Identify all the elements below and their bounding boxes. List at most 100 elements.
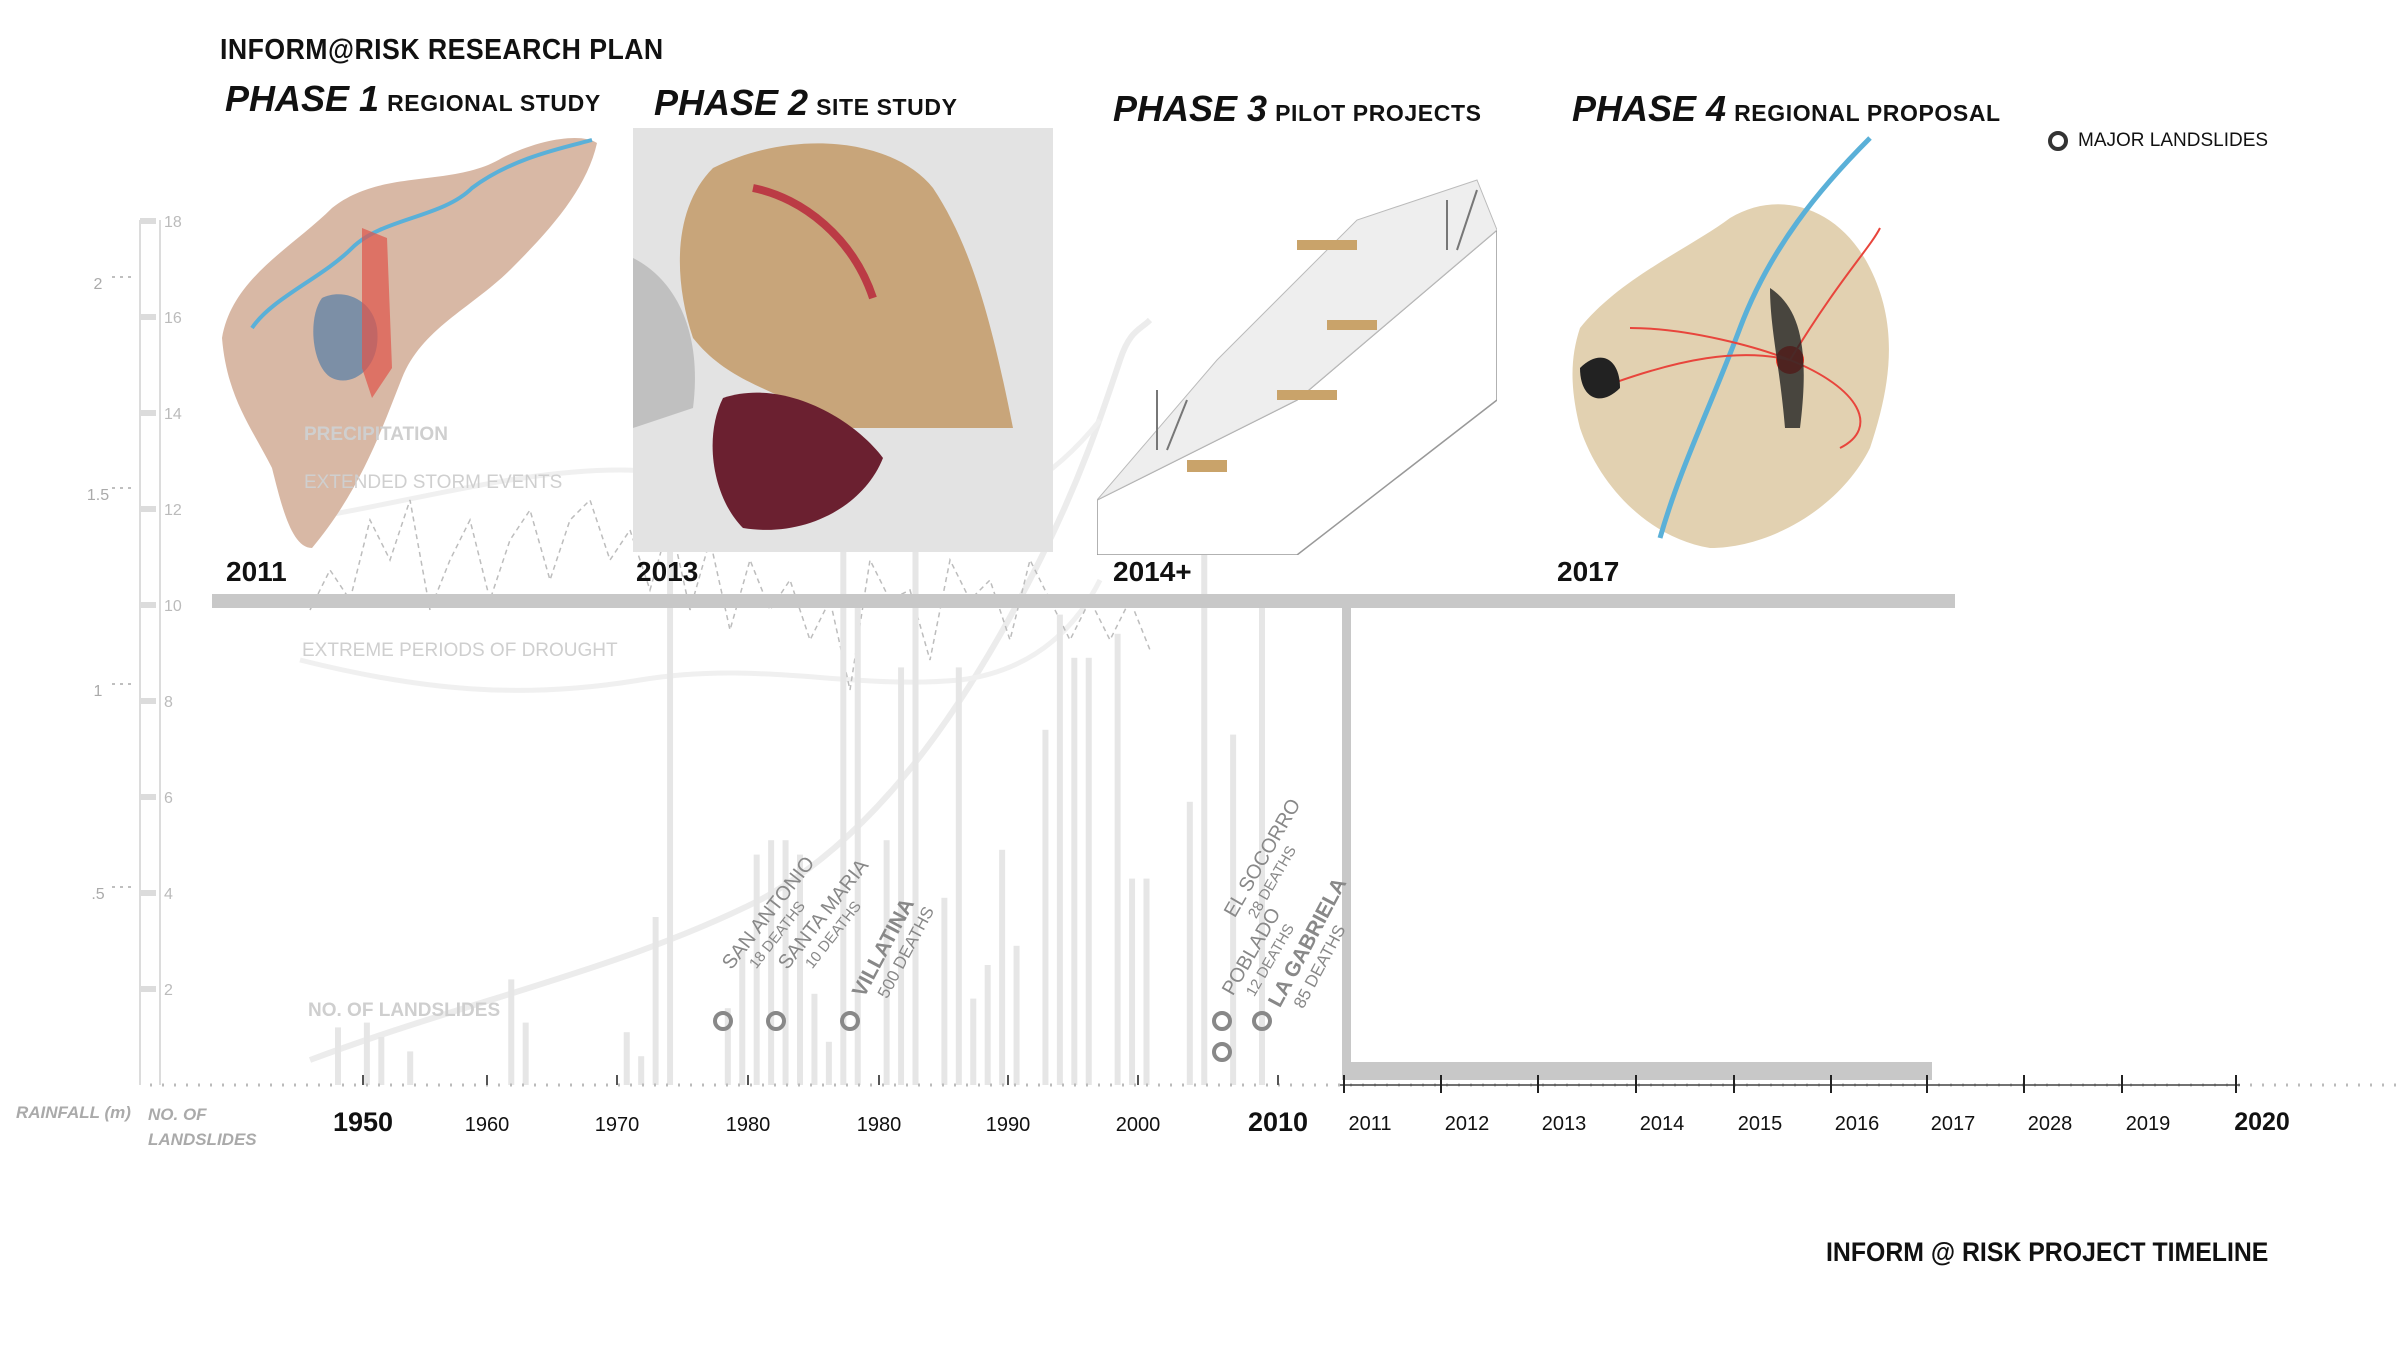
project-year-tick: 2011 [1343,1075,1392,1135]
storm-events-label: EXTENDED STORM EVENTS [304,472,563,493]
project-year-tick: 2019 [2121,1075,2171,1135]
phase-2-heading: PHASE 2 SITE STUDY [654,82,958,124]
landslide-tick-label: 16 [164,310,182,327]
landslide-tick-label: 4 [164,886,173,903]
landslide-bar [797,854,803,1085]
phase-2-year: 2013 [636,556,699,587]
phase-1-label: PHASE 1 [225,78,380,119]
legend: MAJOR LANDSLIDES [2048,130,2268,152]
landslide-bar [623,1032,630,1085]
landslide-ring-marker [840,1011,860,1031]
project-year-tick: 2015 [1733,1075,1782,1135]
phase-4-heading: PHASE 4 REGIONAL PROPOSAL [1572,88,2001,130]
rainfall-axis-label: RAINFALL (m) [16,1103,131,1122]
landslide-bar [522,1022,529,1085]
rainfall-axis-tick: 1.5 [87,487,132,504]
landslide-tick-label: 12 [164,502,182,519]
landslide-bars [335,216,1265,1086]
phase-2-site-map [633,128,1053,552]
landslide-bar [1230,734,1237,1085]
history-year-tick: 2010 [1248,1075,1308,1137]
landslide-bar [782,840,789,1085]
landslide-bar [955,667,962,1085]
project-year-label: 2019 [2126,1113,2171,1135]
phase-4-year: 2017 [1557,556,1620,587]
project-year-label: 2016 [1835,1113,1880,1135]
history-year-tick: 1950 [333,1075,393,1137]
history-year-label: 2000 [1116,1114,1161,1136]
history-year-tick: 1980 [857,1075,902,1136]
history-year-tick: 2000 [1116,1075,1161,1136]
project-year-label: 2012 [1445,1113,1490,1135]
landslide-bar [883,840,890,1085]
landslide-bar [1042,729,1049,1085]
precipitation-dashed [309,498,1151,691]
landslide-ring-marker [713,1011,733,1031]
project-year-tick: 2028 [2023,1075,2073,1135]
phase-1-year: 2011 [226,556,287,587]
project-year-tick: 2013 [1537,1075,1587,1135]
left-axes [139,220,161,1085]
phase-4-regional-map [1572,136,1889,548]
landslide-bar [898,667,905,1085]
landslide-bar [508,979,515,1085]
project-year-tick: 2017 [1926,1075,1975,1135]
phase-3-heading: PHASE 3 PILOT PROJECTS [1113,88,1482,130]
history-year-label: 1980 [726,1114,771,1136]
project-year-label: 2014 [1640,1113,1685,1135]
history-year-tick: 1990 [986,1075,1031,1136]
project-timeline-connector [1342,600,1351,1078]
project-year-label: 2028 [2028,1113,2073,1135]
drought-label: EXTREME PERIODS OF DROUGHT [302,640,618,661]
project-timeline-title: INFORM @ RISK PROJECT TIMELINE [1826,1237,2269,1267]
landslide-ring-marker [1212,1011,1232,1031]
landslide-bar [1201,485,1208,1085]
landslide-tick-label: 2 [164,982,173,999]
landslide-bar [811,993,818,1085]
drought-curve [299,578,1103,693]
landslides-count-label: NO. OF LANDSLIDES [308,1000,501,1021]
rainfall-axis-tick: 2 [94,276,132,293]
landslide-bar [638,1056,645,1085]
phase-2-label: PHASE 2 [654,82,809,123]
history-year-label: 1970 [595,1114,640,1136]
phase-1-subtitle: REGIONAL STUDY [387,90,601,116]
phase-1-heading: PHASE 1 REGIONAL STUDY [225,78,601,120]
landslide-bar [768,840,775,1085]
landslides-axis-label-2: LANDSLIDES [148,1130,257,1149]
phase-3-label: PHASE 3 [1113,88,1268,129]
legend-label: MAJOR LANDSLIDES [2078,130,2269,151]
landslide-ring-marker [766,1011,786,1031]
landslide-axis-tick: 6 [140,790,173,807]
rainfall-tick-label: 1.5 [87,487,109,504]
landslide-bar [1143,878,1150,1085]
landslide-bar [840,230,847,1086]
landslide-bar [1013,945,1020,1085]
phase-2-subtitle: SITE STUDY [816,94,958,120]
landslide-bar [753,854,760,1085]
landslide-bar [1114,633,1121,1085]
landslide-axis-tick: 2 [140,982,173,999]
phase-3-year: 2014+ [1113,556,1192,587]
landslide-bar [739,950,746,1085]
precipitation-label: PRECIPITATION [304,424,448,445]
project-year-label: 2013 [1542,1113,1587,1135]
project-year-label: 2011 [1348,1113,1391,1135]
project-timeline-bar [1342,1062,1932,1080]
landslide-bar [854,605,861,1085]
history-year-label: 1980 [857,1114,902,1136]
project-year-tick: 2016 [1830,1075,1880,1135]
precipitation-curve [308,317,1153,1063]
landslide-bar [825,1041,832,1085]
history-year-tick: 1970 [595,1075,640,1136]
history-year-label: 1960 [465,1114,510,1136]
history-year-label: 1990 [986,1114,1031,1136]
landslide-bar [667,216,674,1085]
landslide-bar [652,917,659,1085]
landslide-tick-label: 10 [164,598,182,615]
landslide-axis-tick: 10 [140,598,182,615]
research-plan-title: INFORM@RISK RESEARCH PLAN [220,34,664,66]
landslide-bar [724,1008,731,1085]
project-year-label: 2020 [2234,1108,2290,1136]
